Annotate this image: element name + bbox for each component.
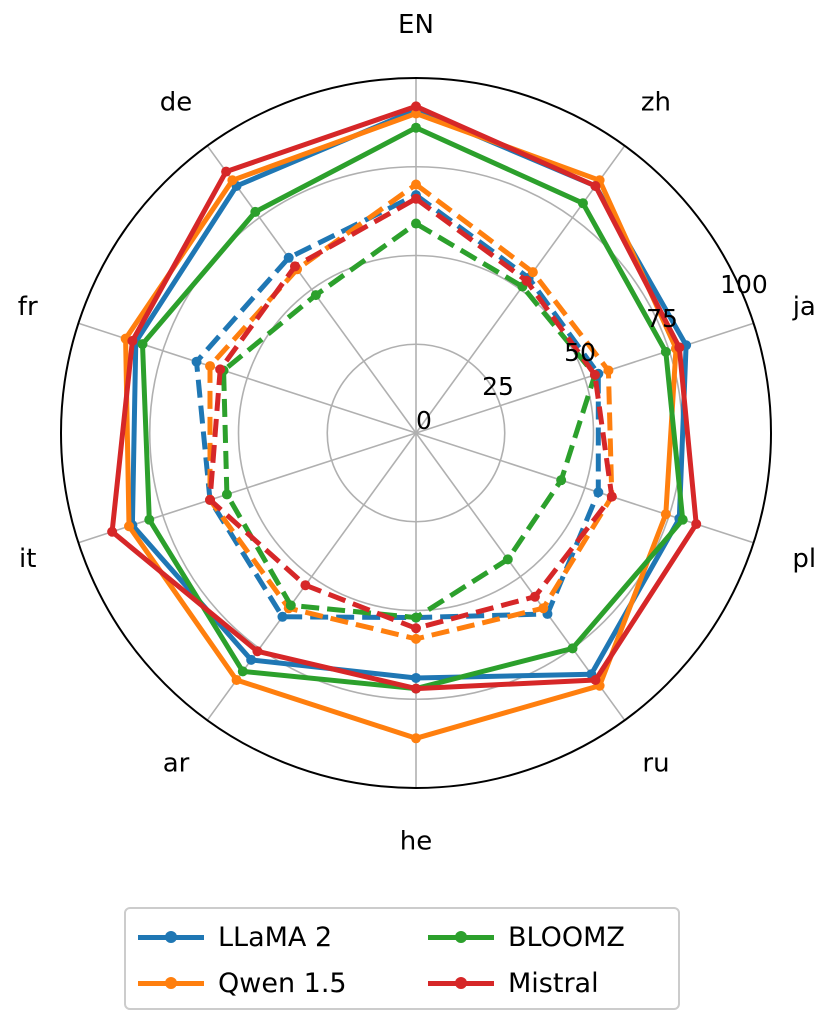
legend-label-bloomz: BLOOMZ <box>508 921 625 953</box>
point-mistral-dashed-it <box>205 494 216 505</box>
point-bloomz-dashed-he <box>411 612 421 623</box>
legend-item-bloomz: BLOOMZ <box>428 917 625 957</box>
point-mistral-dashed-fr <box>215 364 226 375</box>
point-mistral-solid-it <box>107 526 118 537</box>
point-llama-2-dashed-fr <box>191 356 202 367</box>
point-qwen-1-5-solid-en <box>411 108 421 119</box>
legend-label-mistral: Mistral <box>508 967 599 999</box>
point-bloomz-dashed-pl <box>556 475 567 486</box>
point-bloomz-solid-ru <box>567 643 578 654</box>
point-mistral-solid-ru <box>590 674 601 685</box>
axis-label-ar: ar <box>163 748 190 778</box>
legend-swatch-mistral <box>428 963 494 1003</box>
point-qwen-1-5-solid-ar <box>231 674 242 685</box>
point-mistral-solid-en <box>411 101 421 112</box>
r-tick-label-50: 50 <box>564 338 596 367</box>
point-bloomz-dashed-de <box>310 290 321 301</box>
r-tick-label-0: 0 <box>416 406 432 435</box>
axis-label-ru: ru <box>642 748 669 778</box>
point-llama-2-solid-he <box>411 672 421 683</box>
point-mistral-solid-pl <box>691 519 702 530</box>
axis-label-he: he <box>400 826 432 856</box>
legend-swatch-llama2 <box>138 917 204 957</box>
legend-label-llama2: LLaMA 2 <box>218 921 333 953</box>
spoke-pl <box>415 432 754 544</box>
point-bloomz-solid-de <box>250 206 261 217</box>
point-qwen-1-5-dashed-ja <box>603 365 614 376</box>
point-qwen-1-5-solid-it <box>124 521 135 532</box>
point-llama-2-dashed-pl <box>593 487 604 498</box>
legend-label-qwen: Qwen 1.5 <box>218 967 347 999</box>
point-mistral-solid-he <box>411 683 421 694</box>
point-mistral-dashed-he <box>411 623 421 634</box>
point-bloomz-solid-ja <box>660 346 671 357</box>
point-mistral-dashed-pl <box>606 491 617 502</box>
axis-label-ja: ja <box>792 292 816 322</box>
axis-label-de: de <box>160 88 193 118</box>
legend-item-mistral: Mistral <box>428 963 599 1003</box>
point-bloomz-solid-ar <box>237 666 248 677</box>
point-llama-2-solid-ar <box>246 654 257 665</box>
point-llama-2-dashed-de <box>283 252 294 263</box>
radar-chart: EN zh ja pl ru he ar it fr de 0 25 50 75 100 <box>18 10 816 857</box>
chart-series <box>107 101 702 744</box>
point-mistral-solid-zh <box>590 181 601 192</box>
point-bloomz-solid-pl <box>677 514 688 525</box>
chart-labels: EN zh ja pl ru he ar it fr de 0 25 50 75 100 <box>18 10 816 857</box>
series-line-mistral-dashed <box>207 196 615 631</box>
point-bloomz-solid-zh <box>577 198 588 209</box>
point-qwen-1-5-dashed-he <box>411 633 421 644</box>
legend-item-qwen: Qwen 1.5 <box>138 963 347 1003</box>
point-bloomz-dashed-en <box>411 218 421 229</box>
point-qwen-1-5-dashed-ru <box>538 603 549 614</box>
chart-legend: LLaMA 2 BLOOMZ Qwen 1.5 Mistral <box>124 907 680 1010</box>
spoke-de <box>206 145 417 434</box>
point-bloomz-dashed-ar <box>285 600 296 611</box>
point-mistral-solid-de <box>221 166 232 177</box>
polar-frame <box>60 77 772 789</box>
point-bloomz-solid-it <box>144 514 155 525</box>
point-qwen-1-5-solid-de <box>227 175 238 186</box>
point-mistral-solid-ja <box>674 342 685 353</box>
point-mistral-dashed-de <box>289 261 300 272</box>
point-mistral-solid-fr <box>127 335 138 346</box>
point-qwen-1-5-dashed-fr <box>205 361 216 372</box>
r-tick-label-25: 25 <box>482 372 514 401</box>
axis-label-it: it <box>19 544 36 574</box>
point-bloomz-dashed-it <box>221 489 232 500</box>
axis-label-zh: zh <box>641 88 671 118</box>
point-bloomz-dashed-ru <box>502 554 513 565</box>
point-mistral-dashed-ja <box>589 369 600 380</box>
legend-swatch-bloomz <box>428 917 494 957</box>
point-mistral-dashed-zh <box>521 275 532 286</box>
legend-swatch-qwen <box>138 963 204 1003</box>
point-qwen-1-5-dashed-zh <box>527 267 538 278</box>
legend-item-llama2: LLaMA 2 <box>138 917 332 957</box>
point-bloomz-solid-en <box>411 122 421 133</box>
point-llama-2-dashed-ar <box>277 611 288 622</box>
point-mistral-dashed-ru <box>529 591 540 602</box>
axis-label-en: EN <box>398 10 434 40</box>
spoke-ja <box>415 322 754 434</box>
point-qwen-1-5-solid-pl <box>660 509 671 520</box>
point-qwen-1-5-dashed-en <box>411 179 421 190</box>
point-mistral-dashed-ar <box>300 580 311 591</box>
point-bloomz-solid-fr <box>137 339 148 350</box>
axis-label-fr: fr <box>18 292 38 322</box>
point-mistral-dashed-en <box>411 193 421 204</box>
r-tick-label-75: 75 <box>646 304 678 333</box>
r-tick-label-100: 100 <box>720 270 768 299</box>
axis-label-pl: pl <box>792 544 816 574</box>
point-mistral-solid-ar <box>252 646 263 657</box>
point-qwen-1-5-solid-he <box>411 733 421 744</box>
